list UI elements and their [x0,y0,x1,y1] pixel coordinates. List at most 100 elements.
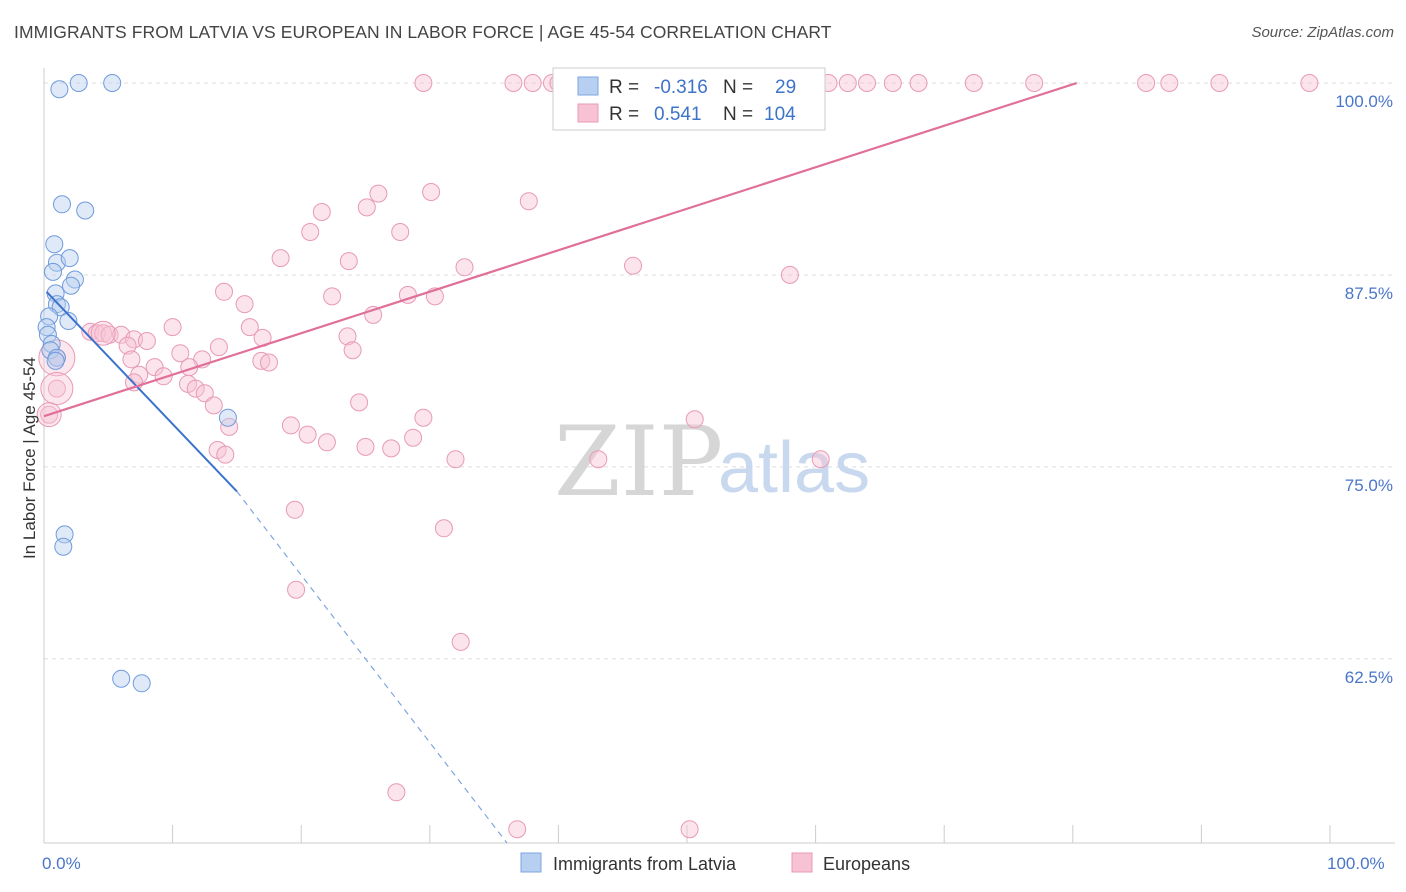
data-point [76,201,95,220]
source-credit: Source: ZipAtlas.com [1251,24,1394,41]
data-point [209,338,228,357]
trend-line-latvia-extension [236,491,508,844]
data-point [38,325,57,344]
data-point [154,367,173,386]
stats-legend-r-blue: -0.316 [654,77,708,98]
watermark-zip: ZIP [554,406,723,518]
data-point [46,351,65,370]
data-point [281,416,300,435]
data-point [54,537,73,556]
data-point [323,287,342,306]
watermark-atlas: atlas [718,428,870,508]
data-point [391,223,410,241]
data-point [883,74,902,92]
data-point [204,396,223,415]
data-point-large [40,372,74,406]
stats-legend-n-label-blue: N = [723,77,753,98]
data-point [350,393,369,412]
data-point [235,295,254,314]
stats-legend-n-pink: 104 [764,104,796,125]
y-axis-tick-labels: 62.5% 75.0% 87.5% 100.0% [1335,92,1393,687]
stats-legend-r-label-blue: R = [609,77,639,98]
data-point [171,344,190,363]
watermark: ZIP atlas [554,406,870,518]
data-point [44,262,62,281]
data-point [103,74,122,92]
stats-legend-swatch-pink [577,103,599,123]
data-point [285,500,304,519]
data-point [858,74,876,92]
data-point [1300,74,1319,92]
data-point [312,203,331,221]
data-point [47,348,66,367]
y-tick-label: 62.5% [1345,668,1393,687]
data-point [218,408,237,427]
data-point [301,223,320,241]
data-point [47,379,66,398]
data-point [60,249,79,268]
data-point [69,74,88,92]
data-point [94,324,113,343]
data-point [404,428,423,447]
data-point [964,74,983,92]
trend-lines [43,81,1077,844]
data-point [589,450,608,469]
data-point [195,384,214,403]
data-point [519,192,538,211]
data-point [1137,74,1156,92]
data-point [387,783,406,802]
data-point [838,74,857,92]
data-point-large [38,339,76,377]
grid-lines [44,82,1395,660]
data-point [287,580,306,599]
data-point [523,74,542,92]
data-point [59,312,78,330]
data-point [62,276,80,295]
y-tick-label: 75.0% [1345,476,1393,495]
chart-title: IMMIGRANTS FROM LATVIA VS EUROPEAN IN LA… [14,22,832,42]
data-point [137,332,156,350]
data-point [220,417,239,436]
data-point [42,335,61,353]
data-point [122,350,141,369]
stats-legend: R = -0.316 N = 29 R = 0.541 N = 104 [552,67,826,131]
data-point [685,410,704,429]
data-point [298,425,317,444]
data-point [1210,74,1229,92]
data-point [271,249,290,268]
data-point [356,437,375,456]
x-tick-label-min: 0.0% [42,854,81,873]
data-point [434,519,453,538]
data-point [446,450,465,469]
data-point [132,674,151,693]
stats-legend-r-pink: 0.541 [654,104,702,125]
y-tick-label: 87.5% [1345,284,1393,303]
data-point [624,256,642,275]
axes [43,68,1395,844]
data-point [504,74,523,92]
data-point [414,408,433,427]
data-point [343,341,362,360]
trend-line-latvia [45,291,238,493]
data-point [53,195,71,214]
data-point [338,327,357,346]
data-point [163,318,182,337]
data-point [811,450,830,469]
stats-legend-n-label-pink: N = [723,104,753,125]
series-legend: Immigrants from Latvia Europeans [520,852,910,874]
data-point [50,80,69,99]
data-point [87,324,106,343]
stats-legend-r-label-pink: R = [609,104,639,125]
legend-label-latvia: Immigrants from Latvia [553,854,737,874]
data-point [41,341,60,360]
data-point [909,74,928,92]
data-point [118,336,137,355]
y-tick-label: 100.0% [1335,92,1393,111]
data-point [216,445,235,464]
data-point [357,198,376,217]
data-point [317,433,336,452]
data-point [81,322,100,341]
y-axis-title: In Labor Force | Age 45-54 [20,357,39,559]
data-point [252,351,271,370]
